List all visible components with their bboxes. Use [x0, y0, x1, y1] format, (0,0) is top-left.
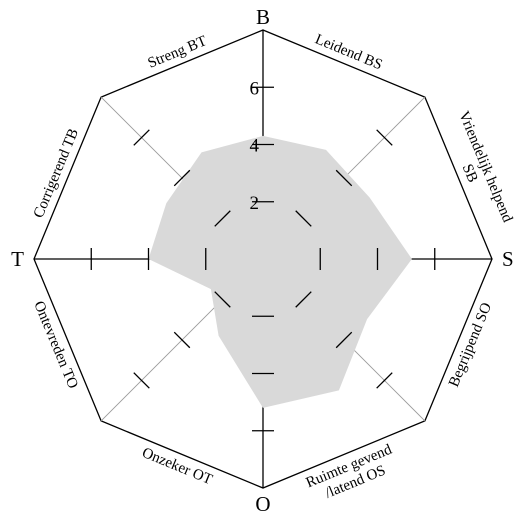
octant-label-ot: Onzeker OT [140, 445, 215, 488]
tick-mark [173, 169, 191, 187]
octant-label-to: Ontevreden TO [30, 299, 81, 391]
axis-letter-o: O [255, 492, 270, 516]
tick-mark [214, 291, 231, 308]
tick-mark [295, 210, 312, 227]
octant-label-line: Ontevreden TO [30, 299, 81, 391]
data-polygon [148, 135, 412, 408]
octant-label-line: SB [459, 162, 481, 185]
octant-label-line: Onzeker OT [140, 445, 215, 488]
tick-mark [173, 331, 191, 349]
tick-marks [90, 86, 436, 432]
tick-mark [335, 169, 353, 187]
tick-mark [295, 291, 312, 308]
tick-label: 6 [250, 78, 260, 99]
tick-mark [376, 129, 393, 146]
tick-mark [335, 331, 353, 349]
octant-label-so: Begrijpend SO [446, 300, 495, 389]
data-area [148, 135, 412, 408]
axis-letter-t: T [11, 247, 24, 271]
tick-mark [133, 129, 150, 146]
octant-label-bs: Leidend BS [313, 31, 385, 73]
tick-mark [376, 372, 393, 389]
octant-label-line: Leidend BS [313, 31, 385, 73]
tick-mark [214, 210, 231, 227]
octant-label-line: Begrijpend SO [446, 300, 495, 389]
axis-letter-s: S [502, 247, 514, 271]
tick-label: 4 [250, 136, 260, 157]
axis-letter-b: B [256, 5, 270, 29]
tick-label: 2 [250, 193, 260, 214]
tick-mark [133, 372, 150, 389]
